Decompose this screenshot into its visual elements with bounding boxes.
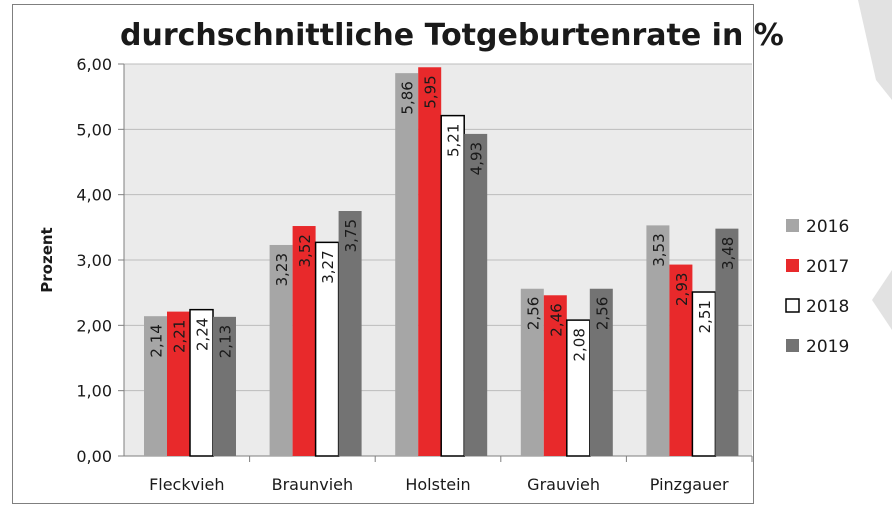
bar: [715, 228, 739, 456]
legend-label: 2019: [806, 337, 849, 357]
data-label: 3,23: [273, 253, 291, 286]
y-tick-label: 5,00: [76, 120, 112, 139]
data-label: 2,93: [673, 273, 691, 306]
chart-title: durchschnittliche Totgeburtenrate in %: [120, 18, 784, 53]
bar: [669, 264, 693, 456]
data-label: 2,21: [171, 320, 189, 353]
legend-swatch: [786, 259, 799, 272]
data-label: 2,14: [148, 324, 166, 357]
legend-label: 2018: [806, 297, 849, 317]
bar: [144, 316, 167, 456]
bar: [440, 114, 465, 457]
bar: [338, 211, 362, 456]
bar: [464, 133, 488, 456]
data-label: 2,46: [547, 303, 565, 336]
y-tick-label: 0,00: [76, 447, 112, 466]
data-label: 2,56: [524, 297, 542, 330]
legend-label: 2016: [806, 217, 849, 237]
corner-shape-top: [858, 0, 892, 100]
data-label: 4,93: [468, 142, 486, 175]
bar: [395, 73, 419, 456]
bar: [292, 226, 316, 456]
x-tick-label: Fleckvieh: [149, 475, 224, 494]
data-label: 2,08: [570, 328, 588, 361]
bar: [418, 67, 442, 457]
legend-swatch: [786, 219, 799, 232]
data-label: 3,53: [650, 233, 668, 266]
x-tick-label: Braunvieh: [272, 475, 354, 494]
x-tick-label: Holstein: [405, 475, 470, 494]
y-axis-label: Prozent: [38, 227, 56, 292]
data-label: 5,86: [399, 81, 417, 114]
y-tick-label: 6,00: [76, 55, 112, 74]
bar: [520, 288, 544, 456]
data-label: 2,13: [217, 325, 235, 358]
bar: [646, 225, 670, 456]
legend-swatch: [785, 298, 800, 313]
data-label: 2,56: [593, 297, 611, 330]
y-tick-label: 4,00: [76, 186, 112, 205]
bar: [213, 316, 236, 456]
x-tick-label: Pinzgauer: [650, 475, 729, 494]
legend-swatch: [786, 339, 799, 352]
data-label: 3,48: [719, 237, 737, 270]
data-label: 3,75: [342, 219, 360, 252]
y-tick-label: 3,00: [76, 251, 112, 270]
data-label: 5,21: [445, 124, 463, 157]
x-tick-label: Grauvieh: [527, 475, 600, 494]
data-label: 3,52: [296, 234, 314, 267]
data-label: 3,27: [319, 250, 337, 283]
y-tick-label: 2,00: [76, 316, 112, 335]
bar: [543, 295, 567, 456]
bar: [269, 244, 293, 456]
bar: [589, 288, 613, 456]
y-tick-label: 1,00: [76, 382, 112, 401]
bar: [167, 311, 190, 456]
data-label: 5,95: [422, 75, 440, 108]
data-label: 2,51: [696, 300, 714, 333]
corner-shape-right: [872, 270, 892, 330]
legend-label: 2017: [806, 257, 849, 277]
data-label: 2,24: [194, 318, 212, 351]
